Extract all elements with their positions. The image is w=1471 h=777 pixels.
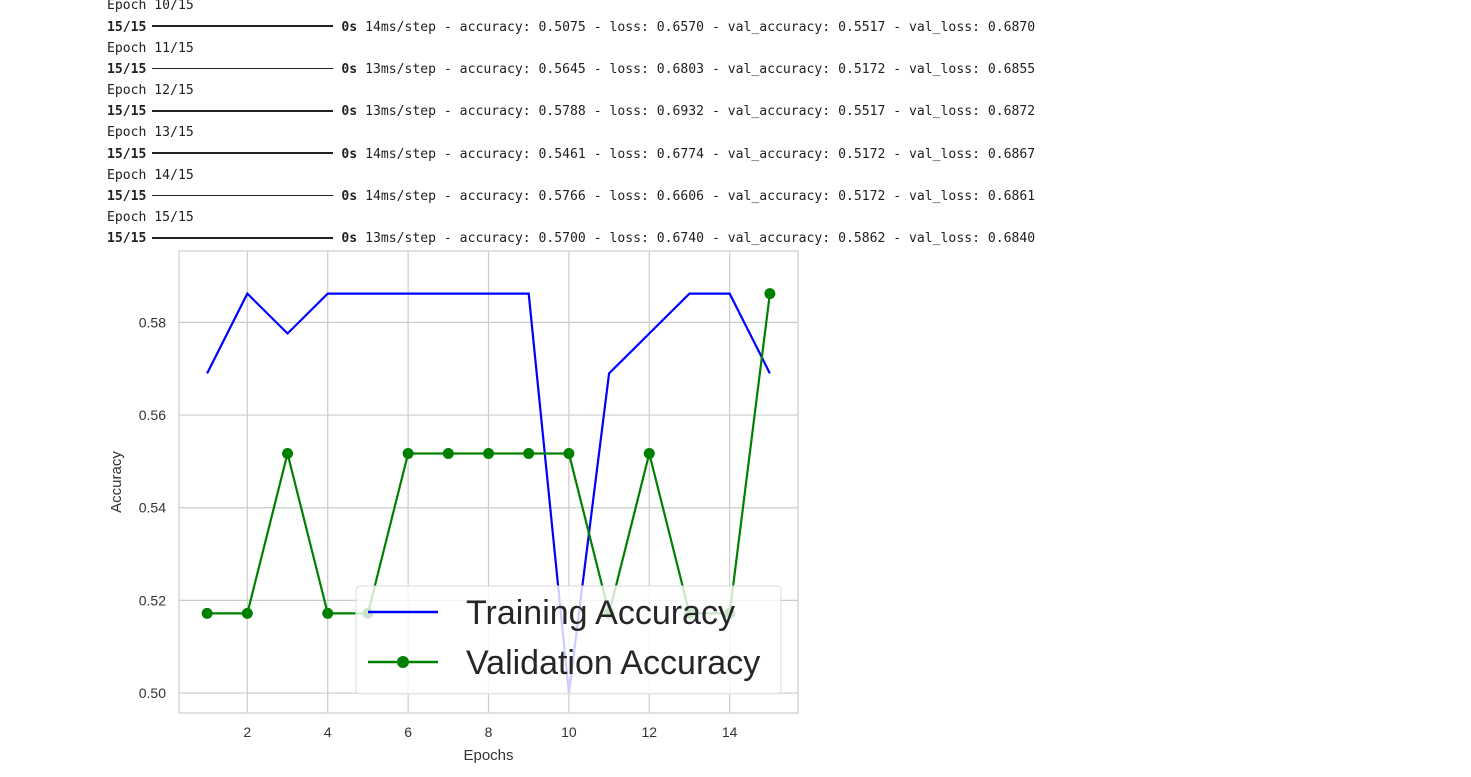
legend-box <box>355 585 782 695</box>
legend-marker <box>397 656 409 668</box>
progress-bar <box>152 67 334 70</box>
plot-frame <box>178 250 799 714</box>
step-progress: 15/15 <box>107 104 147 120</box>
data-point <box>201 607 213 619</box>
progress-bar <box>152 194 334 197</box>
log-epoch-header: Epoch 15/15 <box>107 210 194 226</box>
step-metrics: 14ms/step - accuracy: 0.5461 - loss: 0.6… <box>357 146 1036 162</box>
step-time: 0s <box>341 231 358 247</box>
x-tick-label: 10 <box>561 724 577 740</box>
x-tick-label: 6 <box>404 724 412 740</box>
step-progress: 15/15 <box>107 19 147 35</box>
x-tick-label: 12 <box>641 724 657 740</box>
step-progress: 15/15 <box>107 61 147 77</box>
progress-bar <box>152 152 334 154</box>
legend-label: Validation Accuracy <box>466 644 760 682</box>
progress-bar <box>152 237 334 239</box>
log-epoch-header: Epoch 12/15 <box>107 83 194 99</box>
step-progress: 15/15 <box>107 189 147 204</box>
x-axis-label: Epochs <box>463 747 513 764</box>
log-step-line: 15/15 0s 13ms/step - accuracy: 0.5788 - l… <box>107 101 1307 122</box>
data-point <box>523 448 535 460</box>
y-tick-label: 0.54 <box>139 500 166 516</box>
log-step-line: 15/15 0s 13ms/step - accuracy: 0.5645 - l… <box>107 59 1307 80</box>
step-metrics: 14ms/step - accuracy: 0.5075 - loss: 0.6… <box>357 19 1036 35</box>
y-tick-label: 0.56 <box>139 407 166 423</box>
series-line-0 <box>206 291 771 694</box>
y-tick-label: 0.58 <box>139 314 166 330</box>
step-metrics: 13ms/step - accuracy: 0.5645 - loss: 0.6… <box>357 61 1036 77</box>
data-point <box>442 448 454 460</box>
data-point <box>282 448 294 460</box>
log-step-line: 15/15 0s 14ms/step - accuracy: 0.5461 - l… <box>107 144 1307 165</box>
step-progress: 15/15 <box>107 146 147 162</box>
step-progress: 15/15 <box>107 231 147 247</box>
log-epoch-header: Epoch 13/15 <box>107 125 194 141</box>
data-point <box>643 448 655 460</box>
x-tick-label: 4 <box>324 724 332 740</box>
step-time: 0s <box>341 146 358 162</box>
data-point <box>563 448 575 460</box>
progress-bar <box>152 25 334 27</box>
step-time: 0s <box>341 104 358 120</box>
log-epoch-header: Epoch 11/15 <box>107 40 194 56</box>
progress-bar <box>152 110 334 112</box>
log-line-partial: Epoch 10/15 <box>107 0 194 14</box>
step-time: 0s <box>341 61 358 77</box>
y-tick-label: 0.50 <box>139 685 166 701</box>
chart-svg: 2 4 6 8 10 12 14 0.50 0.52 0.54 0.56 0.58 Epochs Ac… <box>108 250 799 764</box>
x-tick-label: 14 <box>722 724 738 740</box>
log-epoch-header: Epoch 14/15 <box>107 167 194 183</box>
legend-label: Training Accuracy <box>466 594 735 632</box>
step-time: 0s <box>341 189 358 204</box>
x-tick-label: 8 <box>485 724 493 740</box>
tick-labels: 2 4 6 8 10 12 14 0.50 0.52 0.54 0.56 0.58 <box>139 314 738 740</box>
log-step-line: 15/15 0s 14ms/step - accuracy: 0.5075 - l… <box>107 17 1307 38</box>
step-metrics: 14ms/step - accuracy: 0.5766 - loss: 0.6… <box>357 189 1036 204</box>
step-time: 0s <box>341 19 358 35</box>
x-tick-label: 2 <box>243 724 251 740</box>
data-point <box>483 448 494 460</box>
step-metrics: 13ms/step - accuracy: 0.5700 - loss: 0.6… <box>357 231 1036 247</box>
data-point <box>764 288 776 300</box>
log-step-line: 15/15 0s 13ms/step - accuracy: 0.5700 - l… <box>107 228 1307 249</box>
y-axis-label: Accuracy <box>108 451 125 513</box>
legend: Training Accuracy Validation Accuracy <box>355 585 782 695</box>
training-log: Epoch 10/15 15/15 0s 14ms/step - accuracy… <box>107 0 1307 250</box>
data-point <box>322 607 334 619</box>
accuracy-chart: 2 4 6 8 10 12 14 0.50 0.52 0.54 0.56 0.58 Epochs Ac… <box>100 240 805 774</box>
data-point <box>241 607 253 619</box>
step-metrics: 13ms/step - accuracy: 0.5788 - loss: 0.6… <box>357 104 1036 120</box>
data-point <box>402 448 414 460</box>
log-step-line: 15/15 0s 14ms/step - accuracy: 0.5766 - l… <box>107 186 1307 207</box>
y-tick-label: 0.52 <box>139 592 166 608</box>
